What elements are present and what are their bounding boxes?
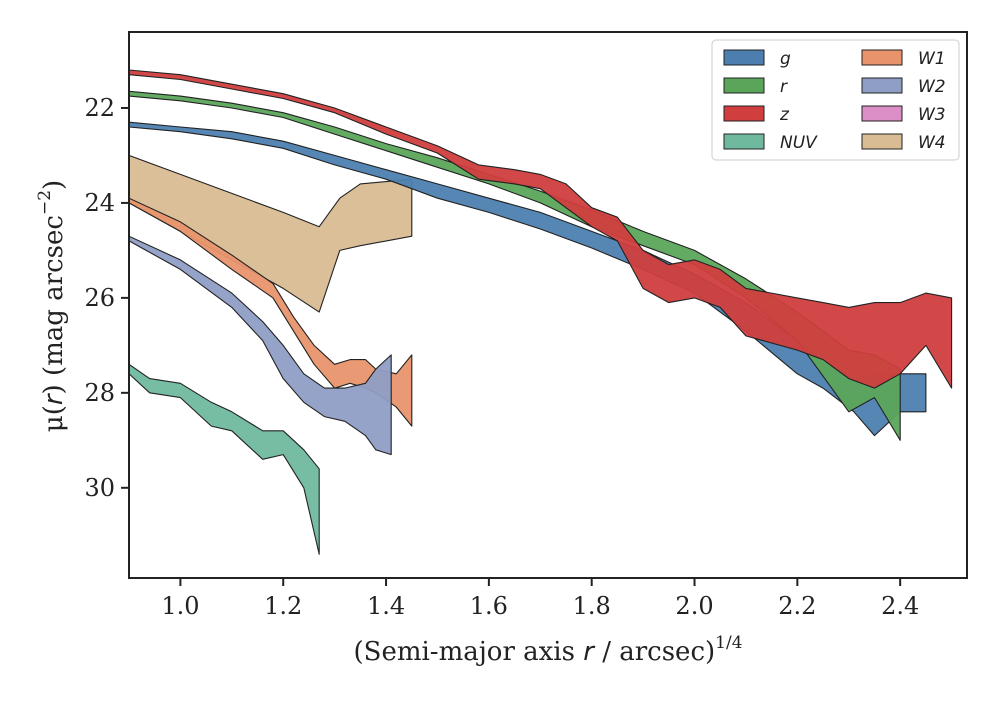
x-axis: 1.0 1.2 1.4 1.6 1.8 2.0 2.2 2.4 <box>161 578 919 620</box>
x-axis-title-variable: r <box>583 637 596 667</box>
legend-swatch-w1 <box>861 49 903 66</box>
band-nuv <box>129 363 320 555</box>
legend-label-w2: W2 <box>918 77 946 97</box>
legend-label-w3: W3 <box>918 105 946 125</box>
x-axis-title-suffix: / arcsec) <box>594 637 715 667</box>
band-w2 <box>129 235 392 456</box>
y-axis-title-prefix: μ( <box>39 405 69 432</box>
y-axis-title: μ(r) (mag arcsec−2) <box>35 180 69 432</box>
x-tick-label: 1.2 <box>264 592 302 620</box>
legend-swatch-g <box>723 49 765 66</box>
y-tick-label: 30 <box>84 474 115 502</box>
legend-swatch-w4 <box>861 133 903 150</box>
legend-box <box>711 39 960 161</box>
x-axis-title-exponent: 1/4 <box>715 633 742 653</box>
legend-label-z: z <box>779 105 790 125</box>
y-axis-title-exponent: −2 <box>35 190 55 215</box>
bands-layer <box>129 69 953 555</box>
band-w1 <box>129 197 413 427</box>
y-tick-label: 26 <box>84 284 115 312</box>
legend-swatch-z <box>723 105 765 122</box>
x-tick-label: 1.6 <box>470 592 508 620</box>
x-tick-label: 2.0 <box>675 592 713 620</box>
legend-swatch-w2 <box>861 77 903 94</box>
x-axis-title-prefix: (Semi-major axis <box>353 637 583 667</box>
band-z <box>129 69 953 389</box>
y-tick-label: 28 <box>84 379 115 407</box>
legend-label-nuv: NUV <box>780 133 818 153</box>
legend-swatch-r <box>723 77 765 94</box>
legend-swatch-w3 <box>861 105 903 122</box>
y-axis-title-suffix: ) (mag arcsec <box>39 215 69 394</box>
x-tick-label: 2.2 <box>778 592 816 620</box>
legend-swatch-nuv <box>723 133 765 150</box>
x-tick-label: 1.4 <box>367 592 405 620</box>
x-tick-label: 1.8 <box>573 592 611 620</box>
y-axis: 22 24 26 28 30 <box>84 94 129 502</box>
legend: grz NUV W1 W2 W3 W4 <box>711 39 960 161</box>
plot-frame <box>128 31 968 579</box>
x-tick-label: 1.0 <box>161 592 199 620</box>
x-axis-title: (Semi-major axis r / arcsec)1/4 <box>353 633 742 667</box>
legend-label-w4: W4 <box>918 133 946 153</box>
y-tick-label: 22 <box>84 94 115 122</box>
band-r <box>129 90 901 441</box>
legend-label-w1: W1 <box>918 49 946 69</box>
y-axis-title-close: ) <box>39 180 69 190</box>
y-axis-title-variable: r <box>39 392 69 405</box>
x-tick-label: 2.4 <box>881 592 919 620</box>
y-tick-label: 24 <box>84 189 115 217</box>
legend-label-r: r <box>780 77 788 97</box>
legend-label-g: g <box>780 49 791 69</box>
